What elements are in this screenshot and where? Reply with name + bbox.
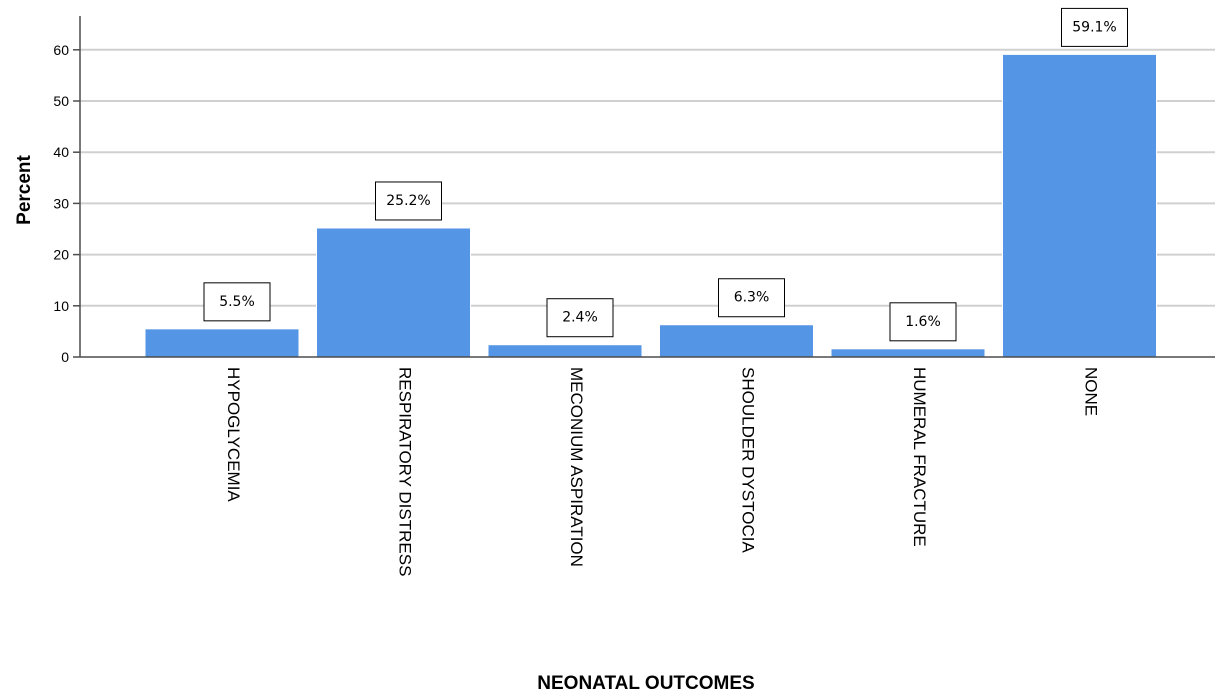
y-tick-label: 60: [53, 42, 69, 58]
x-tick-label: MECONIUM ASPIRATION: [567, 367, 586, 567]
x-tick-labels: HYPOGLYCEMIA RESPIRATORY DISTRESS MECONIUM…: [224, 367, 1101, 576]
y-axis-title: Percent: [14, 154, 35, 224]
data-labels: 5.5% 25.2% 2.4% 6.3% 1.6% 59.1%: [203, 7, 1128, 342]
y-tick-label: 50: [53, 93, 69, 109]
bars: [144, 53, 1157, 358]
data-label: 5.5%: [219, 294, 255, 310]
x-tick-label: NONE: [1082, 367, 1101, 416]
data-label: 6.3%: [734, 290, 770, 306]
y-tick-label: 10: [53, 298, 69, 314]
y-tick-label: 20: [53, 247, 69, 263]
data-label-box: [889, 302, 957, 342]
bar: [316, 227, 471, 358]
x-axis-title: NEONATAL OUTCOMES: [537, 673, 754, 694]
data-label-box: [718, 278, 785, 318]
bar: [487, 344, 643, 358]
bar: [144, 328, 300, 358]
x-tick-label: HUMERAL FRACTURE: [910, 367, 929, 547]
bar: [659, 324, 814, 358]
bar: [1002, 53, 1157, 358]
y-tick-label: 40: [53, 144, 69, 160]
y-tick-labels: 0 10 20 30 40 50 60: [53, 42, 80, 365]
data-label-box: [203, 282, 271, 322]
bar: [830, 348, 986, 358]
data-label-box: [375, 181, 442, 221]
data-label: 2.4%: [562, 310, 598, 326]
data-label-box: [1061, 7, 1128, 47]
data-label: 25.2%: [386, 193, 430, 209]
x-tick-label: HYPOGLYCEMIA: [224, 367, 243, 502]
y-tick-label: 30: [53, 195, 69, 211]
data-label: 59.1%: [1072, 19, 1116, 35]
data-label-box: [546, 298, 614, 338]
axes: [79, 16, 1215, 358]
x-tick-label: SHOULDER DYSTOCIA: [739, 367, 758, 553]
y-tick-label: 0: [61, 349, 69, 365]
x-tick-label: RESPIRATORY DISTRESS: [396, 367, 415, 576]
data-label: 1.6%: [905, 314, 941, 330]
